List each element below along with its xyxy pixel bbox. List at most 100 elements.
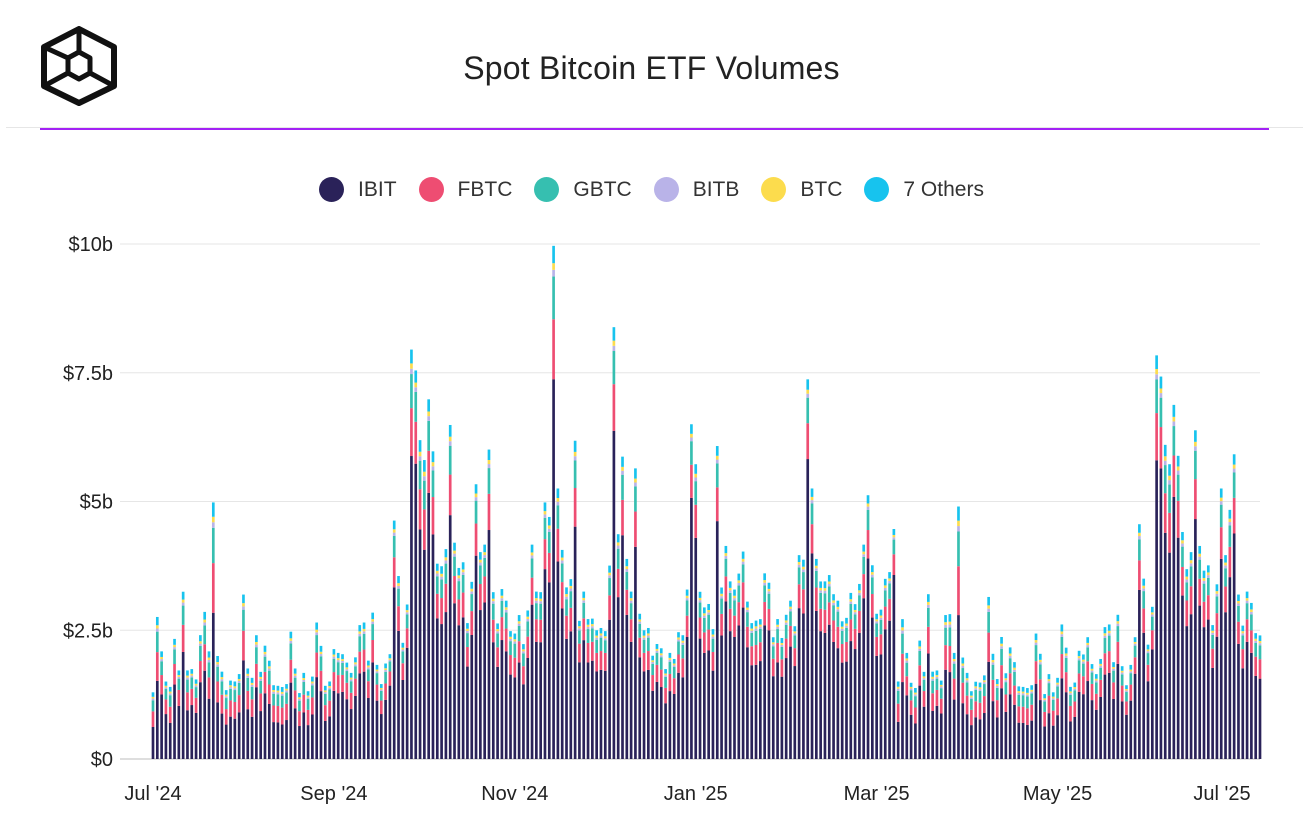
bar-20-btc (237, 679, 241, 681)
bar-153-ibit (810, 553, 814, 759)
bar-13-7-others (207, 651, 211, 658)
bar-27-btc (267, 666, 271, 669)
bar-69-7-others (448, 424, 452, 437)
bar-68-7-others (444, 549, 448, 558)
bar-43-bitb (336, 660, 340, 663)
bar-55-gbtc (388, 661, 392, 672)
bar-163-gbtc (853, 614, 857, 629)
bar-136-gbtc (737, 585, 741, 603)
bar-66-fbtc (435, 593, 439, 619)
bar-8-7-others (186, 670, 189, 676)
bar-223-bitb (1112, 668, 1115, 671)
legend-item-fbtc[interactable]: FBTC (418, 177, 512, 202)
bar-248-bitb (1219, 501, 1223, 505)
bar-18-ibit (229, 716, 232, 759)
bar-49-fbtc (362, 649, 366, 672)
bar-79-btc (491, 598, 495, 602)
bar-210-fbtc (1056, 698, 1059, 716)
bar-93-gbtc (552, 276, 555, 320)
bar-195-gbtc (991, 664, 995, 680)
bar-116-7-others (651, 655, 654, 661)
bar-136-ibit (737, 625, 741, 759)
bar-251-gbtc (1232, 472, 1236, 498)
bar-240-gbtc (1185, 582, 1189, 601)
bar-165-ibit (862, 598, 866, 759)
bar-161-7-others (845, 617, 848, 624)
bar-80-fbtc (496, 647, 499, 667)
bar-82-ibit (504, 651, 508, 759)
bar-244-ibit (1202, 627, 1206, 759)
bar-138-gbtc (746, 612, 749, 627)
bar-153-7-others (810, 488, 814, 497)
bar-112-7-others (634, 468, 637, 479)
bar-170-7-others (883, 578, 887, 586)
bar-249-ibit (1224, 612, 1227, 759)
bar-106-gbtc (608, 578, 611, 596)
bar-63-gbtc (423, 480, 426, 510)
legend-item-gbtc[interactable]: GBTC (534, 177, 632, 202)
bar-181-fbtc (931, 693, 934, 711)
bar-102-bitb (591, 626, 594, 629)
bar-256-7-others (1254, 633, 1258, 639)
legend-label-7-others: 7 Others (903, 177, 984, 201)
bar-230-fbtc (1142, 608, 1146, 633)
legend-item-7-others[interactable]: 7 Others (864, 177, 984, 202)
bar-38-bitb (315, 632, 319, 636)
bar-45-btc (345, 667, 349, 670)
bar-204-ibit (1030, 720, 1034, 759)
bar-250-ibit (1228, 577, 1232, 759)
bar-257-7-others (1258, 635, 1262, 642)
bar-121-gbtc (672, 667, 676, 679)
bar-35-gbtc (302, 682, 306, 695)
bar-92-fbtc (547, 552, 551, 583)
bar-112-bitb (634, 482, 637, 487)
bar-205-7-others (1034, 633, 1038, 641)
x-tick-label-6: Jul '25 (1193, 783, 1250, 805)
bar-48-gbtc (358, 636, 362, 652)
bar-96-7-others (565, 587, 568, 595)
bar-79-7-others (491, 592, 495, 599)
bar-2-7-others (160, 651, 163, 657)
bar-117-7-others (655, 644, 659, 649)
bar-164-gbtc (858, 595, 861, 611)
bar-199-gbtc (1008, 658, 1012, 674)
bar-131-fbtc (715, 487, 719, 522)
bar-115-ibit (647, 669, 650, 759)
bar-29-7-others (276, 685, 280, 691)
bar-242-gbtc (1194, 450, 1197, 480)
bar-128-ibit (703, 652, 706, 759)
bar-205-fbtc (1034, 661, 1038, 684)
bar-5-gbtc (173, 649, 176, 665)
bar-247-btc (1215, 591, 1219, 594)
legend-swatch-bitb (653, 177, 679, 202)
bar-197-fbtc (1000, 665, 1003, 689)
bar-220-gbtc (1099, 667, 1102, 680)
bar-152-7-others (806, 379, 810, 390)
bar-61-gbtc (414, 391, 418, 422)
bar-113-gbtc (638, 623, 642, 638)
bar-68-fbtc (444, 583, 448, 613)
bar-148-gbtc (789, 611, 792, 626)
bar-128-gbtc (703, 617, 706, 633)
bar-181-7-others (931, 671, 934, 677)
bar-31-fbtc (285, 703, 288, 721)
bar-209-bitb (1051, 698, 1055, 700)
bar-103-fbtc (595, 652, 598, 672)
bar-165-btc (862, 551, 866, 555)
bar-252-gbtc (1237, 605, 1240, 622)
bar-14-bitb (211, 522, 215, 528)
bar-87-fbtc (526, 636, 530, 659)
bar-45-ibit (345, 699, 349, 759)
bar-51-gbtc (371, 624, 375, 641)
legend-item-btc[interactable]: BTC (761, 177, 842, 202)
bar-130-fbtc (711, 651, 715, 671)
bar-11-btc (199, 641, 202, 644)
bar-24-gbtc (255, 647, 258, 664)
bar-241-ibit (1189, 614, 1193, 759)
legend-item-ibit[interactable]: IBIT (319, 177, 397, 202)
legend-item-bitb[interactable]: BITB (653, 177, 739, 202)
bar-231-ibit (1146, 681, 1150, 759)
bar-234-7-others (1159, 376, 1163, 389)
bar-72-ibit (461, 617, 465, 759)
bar-153-bitb (810, 500, 814, 504)
